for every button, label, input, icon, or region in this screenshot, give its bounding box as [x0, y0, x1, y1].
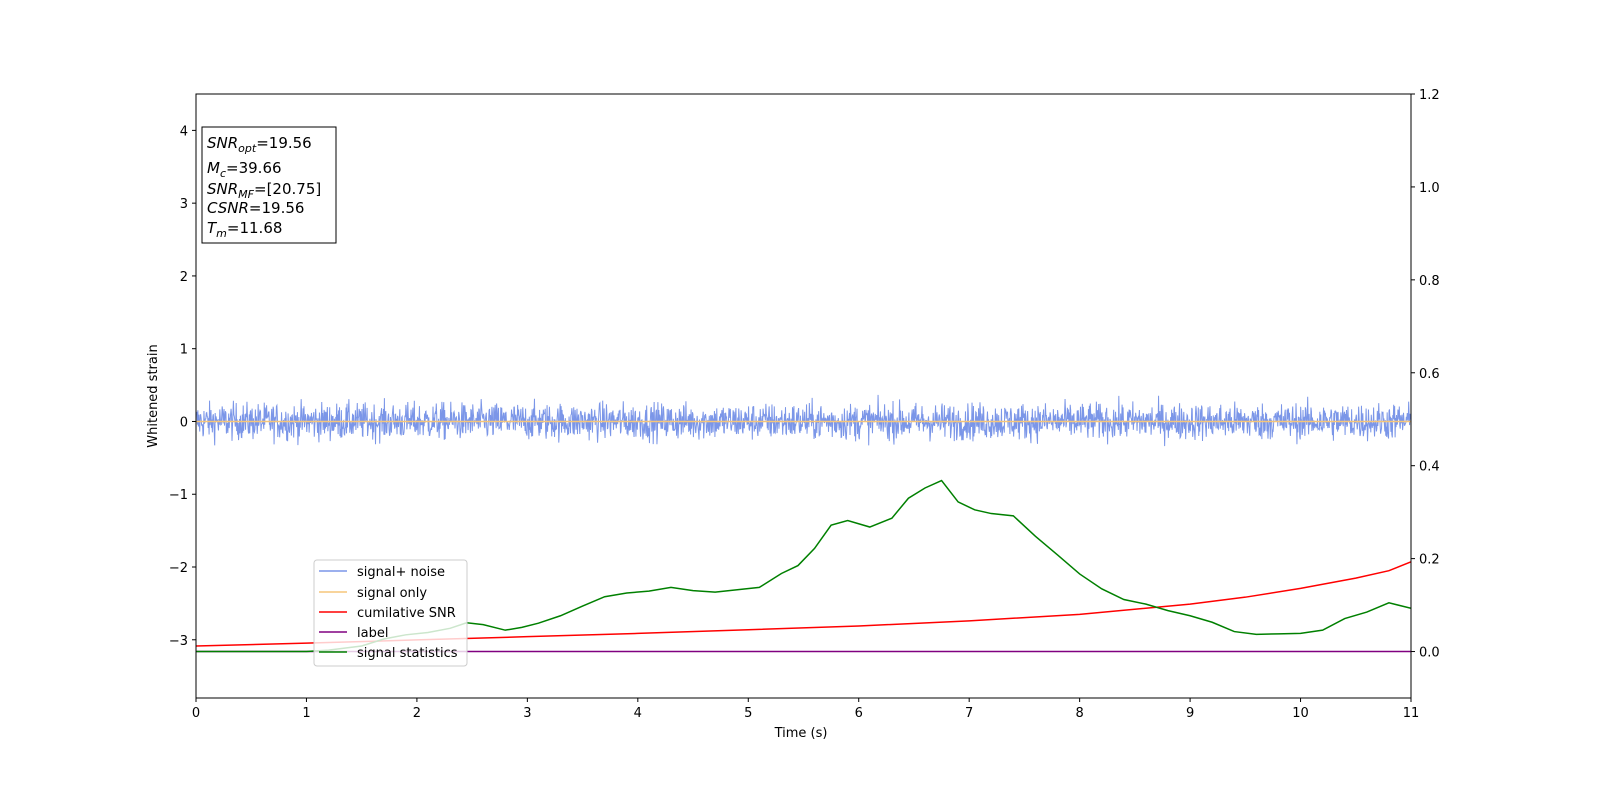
- y2-tick-label: 0.6: [1419, 367, 1440, 382]
- y2-tick-label: 0.0: [1419, 646, 1440, 661]
- info-snr-mf: SNRMF=[20.75]: [207, 180, 321, 201]
- y-axis-label: Whitened strain: [146, 344, 161, 447]
- legend-label-signal-statistics: signal statistics: [357, 646, 458, 661]
- y-tick-label: −1: [169, 488, 188, 503]
- y-tick-label: −2: [169, 561, 188, 576]
- legend: signal+ noise signal only cumilative SNR…: [313, 559, 468, 667]
- info-csnr: CSNR=19.56: [207, 199, 304, 217]
- info-tm: Tm=11.68: [207, 219, 282, 240]
- y-tick-label: 3: [180, 197, 188, 212]
- y-axis: 4 3 2 1 0 −1 −2 −3: [169, 124, 196, 649]
- x-tick-label: 9: [1186, 706, 1194, 721]
- y-tick-label: 0: [180, 415, 188, 430]
- info-box: SNRopt=19.56 Mc=39.66 SNRMF=[20.75] CSNR…: [201, 126, 337, 244]
- x-axis-label: Time (s): [774, 726, 828, 741]
- x-tick-label: 0: [192, 706, 200, 721]
- series-signal-statistics: [196, 479, 1411, 653]
- x-tick-label: 6: [855, 706, 863, 721]
- y-tick-label: −3: [169, 634, 188, 649]
- y-tick-label: 4: [180, 124, 188, 139]
- info-snr-opt: SNRopt=19.56: [207, 134, 312, 155]
- legend-label-cumulative-snr: cumilative SNR: [357, 606, 456, 621]
- x-tick-label: 2: [413, 706, 421, 721]
- legend-label-label: label: [357, 626, 388, 641]
- x-tick-label: 4: [634, 706, 642, 721]
- y2-tick-label: 0.2: [1419, 553, 1440, 568]
- y-tick-label: 1: [180, 343, 188, 358]
- y2-axis: 1.2 1.0 0.8 0.6 0.4 0.2 0.0: [1411, 88, 1440, 661]
- x-axis: 0 1 2 3 4 5 6 7 8 9 10 11: [192, 698, 1419, 721]
- info-mc: Mc=39.66: [207, 159, 282, 180]
- x-tick-label: 8: [1075, 706, 1083, 721]
- y2-tick-label: 1.2: [1419, 88, 1440, 103]
- x-tick-label: 7: [965, 706, 973, 721]
- series-signal-noise: [196, 394, 1411, 447]
- x-tick-label: 1: [302, 706, 310, 721]
- x-tick-label: 3: [523, 706, 531, 721]
- y2-tick-label: 0.8: [1419, 274, 1440, 289]
- x-tick-label: 11: [1403, 706, 1420, 721]
- x-tick-label: 10: [1292, 706, 1309, 721]
- x-tick-label: 5: [744, 706, 752, 721]
- legend-label-signal-noise: signal+ noise: [357, 565, 445, 580]
- plot-frame: [195, 93, 1412, 699]
- y2-tick-label: 1.0: [1419, 181, 1440, 196]
- legend-label-signal-only: signal only: [357, 586, 427, 601]
- y2-tick-label: 0.4: [1419, 460, 1440, 475]
- y-tick-label: 2: [180, 270, 188, 285]
